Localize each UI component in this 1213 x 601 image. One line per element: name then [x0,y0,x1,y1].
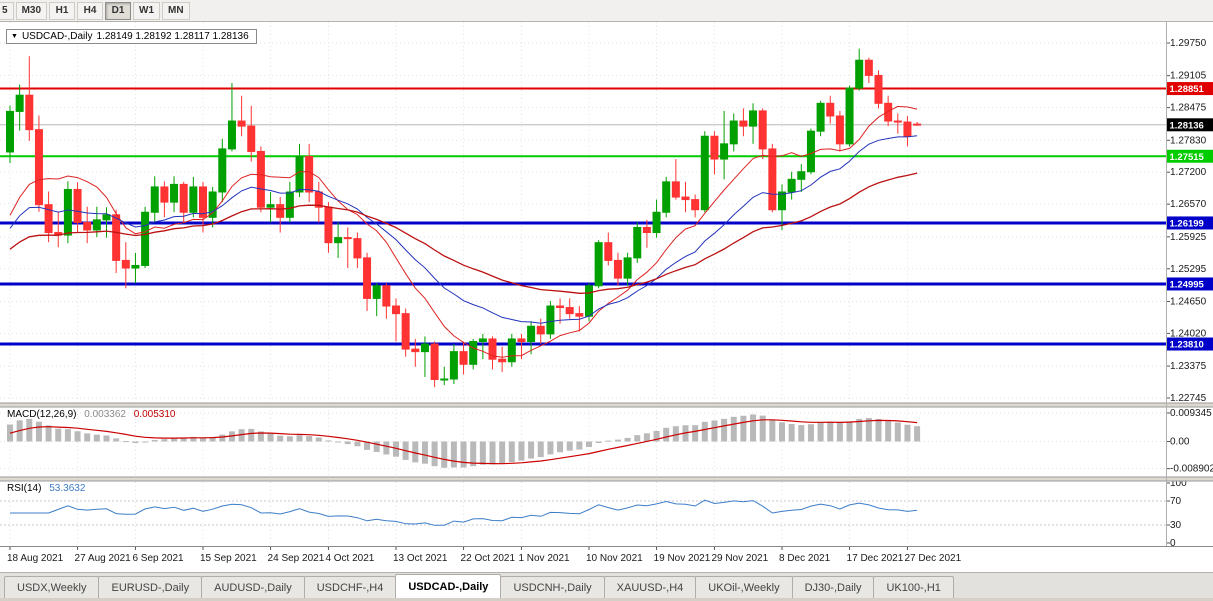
chart-tab-xauusd-h4[interactable]: XAUUSD-,H4 [603,576,697,598]
price-axis[interactable] [1166,22,1213,546]
svg-text:27 Dec 2021: 27 Dec 2021 [904,553,961,564]
svg-text:100: 100 [1170,478,1187,489]
svg-text:1.24995: 1.24995 [1170,279,1205,290]
chart-tab-eurusd-daily[interactable]: EURUSD-,Daily [98,576,203,598]
svg-text:1.27200: 1.27200 [1170,167,1207,178]
chart-tab-usdcad-daily[interactable]: USDCAD-,Daily [395,574,502,598]
svg-text:1.29105: 1.29105 [1170,71,1207,82]
timeframe-toolbar: 5 M30 H1 H4 D1 W1 MN [0,0,1213,22]
chart-tab-ukoil-weekly[interactable]: UKOil-,Weekly [695,576,793,598]
chart-tab-uk100-h1[interactable]: UK100-,H1 [873,576,954,598]
svg-text:1.28136: 1.28136 [1170,120,1204,131]
macd-indicator-label: MACD(12,26,9) 0.003362 0.005310 [7,409,175,420]
chart-tabs-bar: USDX,Weekly EURUSD-,Daily AUDUSD-,Daily USD… [0,572,1213,598]
svg-text:22 Oct 2021: 22 Oct 2021 [461,553,516,564]
svg-text:30: 30 [1170,520,1182,531]
svg-text:70: 70 [1170,496,1182,507]
svg-text:1 Nov 2021: 1 Nov 2021 [518,553,570,564]
svg-text:1.28851: 1.28851 [1170,84,1205,95]
timeframe-button-D1[interactable]: D1 [105,1,132,20]
chart-symbol-label: USDCAD-,Daily [21,31,93,42]
chart-ohlc-values: 1.28149 1.28192 1.28117 1.28136 [96,31,249,42]
svg-text:10 Nov 2021: 10 Nov 2021 [586,553,643,564]
rsi-indicator-label: RSI(14) 53.3632 [7,483,85,494]
svg-text:19 Nov 2021: 19 Nov 2021 [654,553,711,564]
svg-text:1.25925: 1.25925 [1170,232,1207,243]
svg-text:1.24020: 1.24020 [1170,328,1207,339]
chart-tab-audusd-daily[interactable]: AUDUSD-,Daily [201,576,305,598]
svg-text:4 Oct 2021: 4 Oct 2021 [325,553,374,564]
svg-text:17 Dec 2021: 17 Dec 2021 [847,553,904,564]
time-axis[interactable] [0,546,1166,572]
chart-tab-usdx-weekly[interactable]: USDX,Weekly [4,576,100,598]
chart-tab-usdchf-h4[interactable]: USDCHF-,H4 [303,576,397,598]
svg-text:27 Aug 2021: 27 Aug 2021 [75,553,132,564]
timeframe-button-M30[interactable]: M30 [15,1,48,20]
timeframe-button-MN[interactable]: MN [162,1,190,20]
rsi-value: 53.3632 [49,483,86,494]
rsi-name: RSI(14) [7,483,42,494]
timeframe-button-H1[interactable]: H1 [49,1,76,20]
svg-text:29 Nov 2021: 29 Nov 2021 [711,553,768,564]
chart-tab-usdcnh-daily[interactable]: USDCNH-,Daily [500,576,605,598]
chart-title: ▼ USDCAD-,Daily 1.28149 1.28192 1.28117 … [6,29,257,44]
timeframe-button-H4[interactable]: H4 [77,1,104,20]
timeframe-button-5[interactable]: 5 [0,1,14,20]
svg-text:15 Sep 2021: 15 Sep 2021 [200,553,257,564]
svg-text:1.26199: 1.26199 [1170,218,1204,229]
svg-text:0.00: 0.00 [1170,437,1190,448]
svg-text:8 Dec 2021: 8 Dec 2021 [779,553,831,564]
svg-text:0.009345: 0.009345 [1170,408,1212,419]
svg-text:13 Oct 2021: 13 Oct 2021 [393,553,448,564]
macd-signal-value: 0.005310 [133,409,176,420]
macd-name: MACD(12,26,9) [7,409,77,420]
svg-text:1.23810: 1.23810 [1170,340,1204,351]
svg-text:1.27515: 1.27515 [1170,152,1205,163]
svg-text:1.24650: 1.24650 [1170,296,1207,307]
svg-text:0: 0 [1170,538,1176,549]
chart-canvas[interactable]: 1.29750 1.29105 1.28475 1.27830 1.27200 1.265… [0,22,1213,572]
svg-text:18 Aug 2021: 18 Aug 2021 [7,553,64,564]
chevron-down-icon[interactable]: ▼ [11,33,18,40]
svg-text:-0.008902: -0.008902 [1170,464,1213,475]
svg-text:1.27830: 1.27830 [1170,135,1207,146]
svg-text:1.28475: 1.28475 [1170,103,1207,114]
timeframe-button-W1[interactable]: W1 [133,1,161,20]
chart-tab-dj30-daily[interactable]: DJ30-,Daily [791,576,875,598]
svg-text:1.26570: 1.26570 [1170,199,1207,210]
svg-text:1.25295: 1.25295 [1170,264,1207,275]
svg-text:1.22745: 1.22745 [1170,393,1207,404]
svg-text:6 Sep 2021: 6 Sep 2021 [132,553,184,564]
svg-text:24 Sep 2021: 24 Sep 2021 [268,553,325,564]
chart-window: 1.29750 1.29105 1.28475 1.27830 1.27200 1.265… [0,22,1213,572]
macd-main-value: 0.003362 [84,409,126,420]
svg-text:1.29750: 1.29750 [1170,38,1207,49]
svg-text:1.23375: 1.23375 [1170,361,1207,372]
